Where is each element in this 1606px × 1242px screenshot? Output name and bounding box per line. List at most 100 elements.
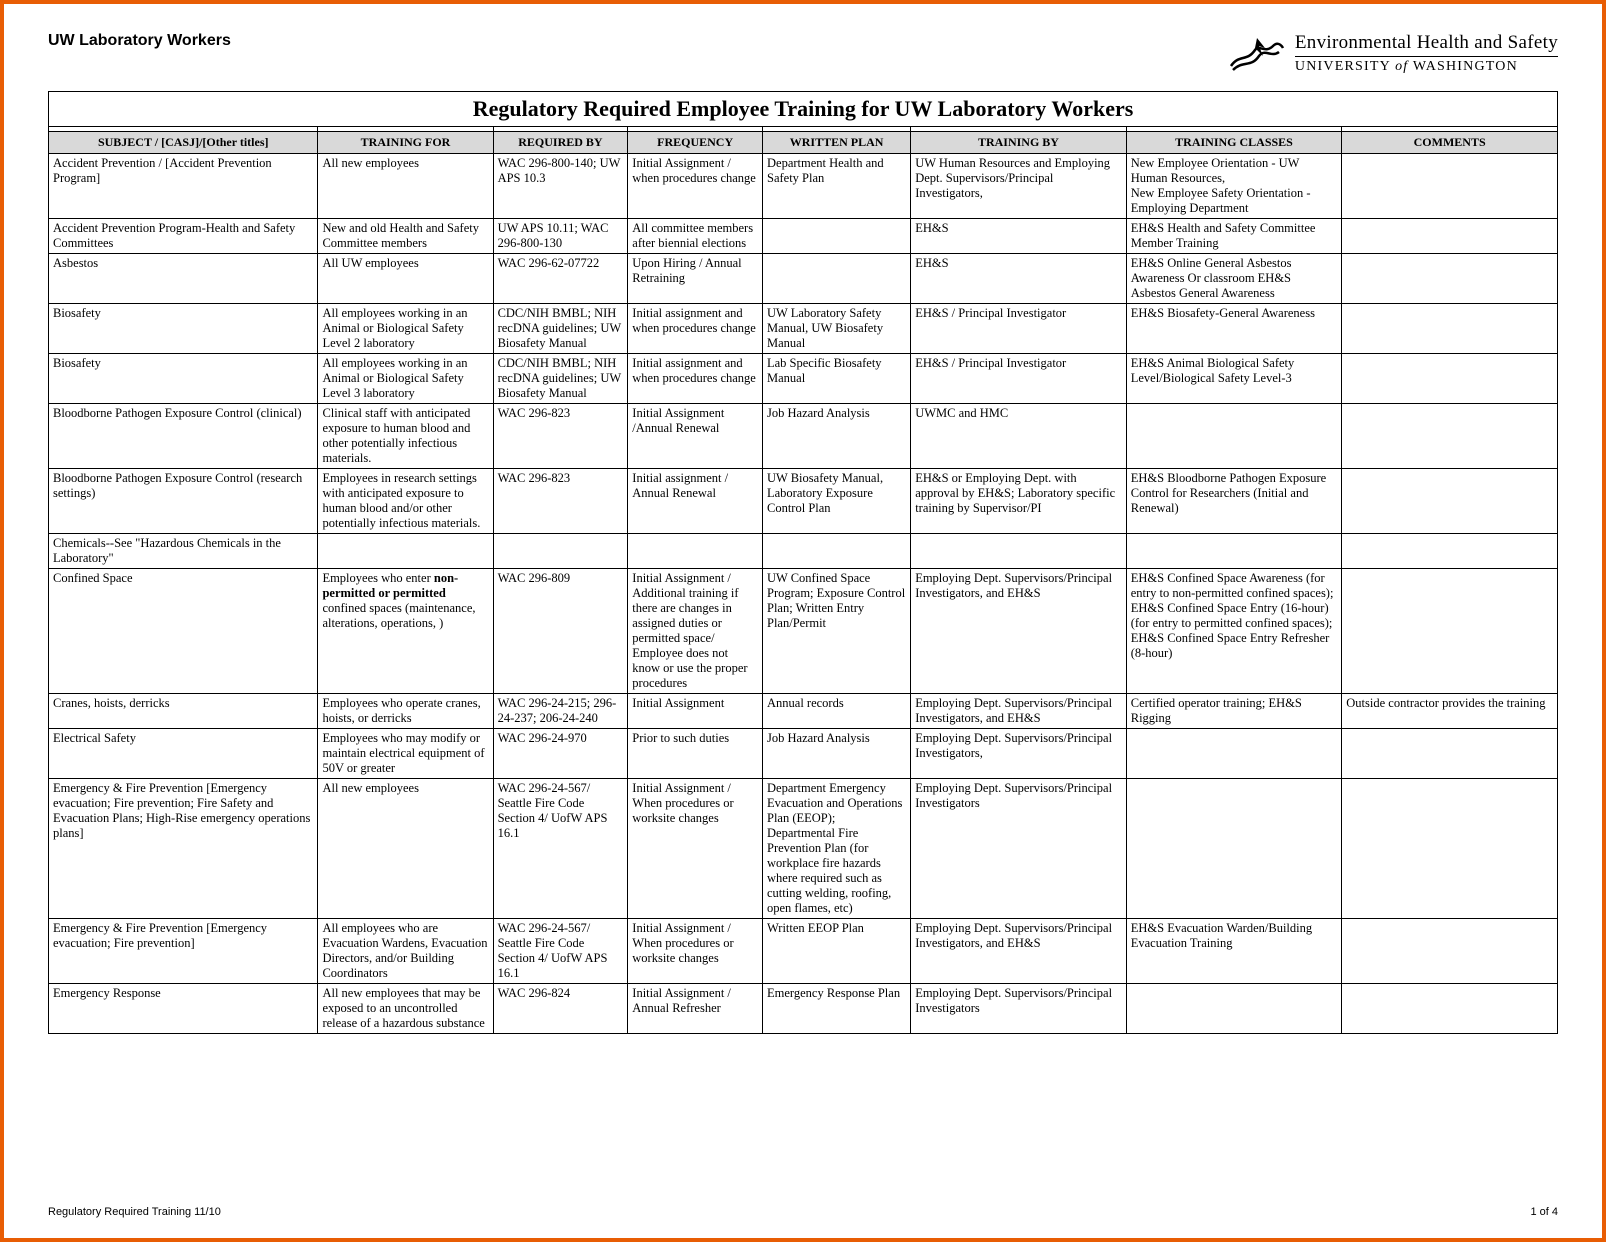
table-cell — [911, 534, 1127, 569]
table-cell: Initial Assignment / When procedures or … — [628, 919, 763, 984]
table-cell — [1126, 729, 1342, 779]
table-cell: Lab Specific Biosafety Manual — [763, 354, 911, 404]
table-cell: EH&S Confined Space Awareness (for entry… — [1126, 569, 1342, 694]
table-cell: New Employee Orientation - UW Human Reso… — [1126, 154, 1342, 219]
table-cell: Emergency Response — [49, 984, 318, 1034]
table-cell: Employing Dept. Supervisors/Principal In… — [911, 984, 1127, 1034]
table-cell: Confined Space — [49, 569, 318, 694]
table-cell: WAC 296-24-215; 296-24-237; 206-24-240 — [493, 694, 628, 729]
table-cell: Initial Assignment — [628, 694, 763, 729]
table-cell: Written EEOP Plan — [763, 919, 911, 984]
table-row: Chemicals--See "Hazardous Chemicals in t… — [49, 534, 1558, 569]
table-cell — [1126, 534, 1342, 569]
table-title-row: Regulatory Required Employee Training fo… — [49, 92, 1558, 127]
doc-title-left: UW Laboratory Workers — [48, 32, 231, 50]
table-cell: All employees working in an Animal or Bi… — [318, 354, 493, 404]
table-cell — [318, 534, 493, 569]
table-cell: Clinical staff with anticipated exposure… — [318, 404, 493, 469]
table-cell: Initial Assignment / Annual Refresher — [628, 984, 763, 1034]
column-header: REQUIRED BY — [493, 132, 628, 154]
table-row: Bloodborne Pathogen Exposure Control (cl… — [49, 404, 1558, 469]
table-cell: WAC 296-800-140; UW APS 10.3 — [493, 154, 628, 219]
table-cell — [1342, 779, 1558, 919]
table-cell — [1126, 404, 1342, 469]
column-header: WRITTEN PLAN — [763, 132, 911, 154]
table-cell — [493, 534, 628, 569]
column-header: TRAINING CLASSES — [1126, 132, 1342, 154]
table-cell: UW Confined Space Program; Exposure Cont… — [763, 569, 911, 694]
org-line2: UNIVERSITY of WASHINGTON — [1295, 59, 1558, 75]
table-cell: Certified operator training; EH&S Riggin… — [1126, 694, 1342, 729]
table-cell: Job Hazard Analysis — [763, 729, 911, 779]
table-cell: Employing Dept. Supervisors/Principal In… — [911, 569, 1127, 694]
table-cell: Accident Prevention Program-Health and S… — [49, 219, 318, 254]
org-text: Environmental Health and Safety UNIVERSI… — [1295, 32, 1558, 75]
training-table: Regulatory Required Employee Training fo… — [48, 91, 1558, 1034]
table-row: Accident Prevention Program-Health and S… — [49, 219, 1558, 254]
table-row: Emergency & Fire Prevention [Emergency e… — [49, 919, 1558, 984]
column-header: TRAINING FOR — [318, 132, 493, 154]
table-cell: All employees who are Evacuation Wardens… — [318, 919, 493, 984]
table-cell: WAC 296-823 — [493, 469, 628, 534]
table-cell: CDC/NIH BMBL; NIH recDNA guidelines; UW … — [493, 354, 628, 404]
table-cell: UWMC and HMC — [911, 404, 1127, 469]
table-cell: Electrical Safety — [49, 729, 318, 779]
table-cell — [763, 219, 911, 254]
table-cell: EH&S Evacuation Warden/Building Evacuati… — [1126, 919, 1342, 984]
column-header: FREQUENCY — [628, 132, 763, 154]
table-row: Emergency & Fire Prevention [Emergency e… — [49, 779, 1558, 919]
footer-right: 1 of 4 — [1530, 1206, 1558, 1218]
table-cell: EH&S or Employing Dept. with approval by… — [911, 469, 1127, 534]
table-cell: Employees who enter non-permitted or per… — [318, 569, 493, 694]
table-cell — [1342, 534, 1558, 569]
column-header: COMMENTS — [1342, 132, 1558, 154]
table-cell: WAC 296-62-07722 — [493, 254, 628, 304]
table-cell: Initial Assignment / Additional training… — [628, 569, 763, 694]
table-cell: Employees who may modify or maintain ele… — [318, 729, 493, 779]
table-cell: UW APS 10.11; WAC 296-800-130 — [493, 219, 628, 254]
table-cell: UW Human Resources and Employing Dept. S… — [911, 154, 1127, 219]
table-cell — [1342, 219, 1558, 254]
table-cell: Bloodborne Pathogen Exposure Control (cl… — [49, 404, 318, 469]
table-cell: Annual records — [763, 694, 911, 729]
table-cell: WAC 296-24-567/ Seattle Fire Code Sectio… — [493, 779, 628, 919]
table-cell — [1342, 984, 1558, 1034]
page-footer: Regulatory Required Training 11/10 1 of … — [48, 1206, 1558, 1218]
table-cell: EH&S Bloodborne Pathogen Exposure Contro… — [1126, 469, 1342, 534]
table-cell: Accident Prevention / [Accident Preventi… — [49, 154, 318, 219]
table-row: Accident Prevention / [Accident Preventi… — [49, 154, 1558, 219]
table-header-row: SUBJECT / [CASJ]/[Other titles]TRAINING … — [49, 132, 1558, 154]
table-cell: Department Health and Safety Plan — [763, 154, 911, 219]
table-row: Cranes, hoists, derricksEmployees who op… — [49, 694, 1558, 729]
table-cell: WAC 296-24-970 — [493, 729, 628, 779]
table-cell: Department Emergency Evacuation and Oper… — [763, 779, 911, 919]
column-header: SUBJECT / [CASJ]/[Other titles] — [49, 132, 318, 154]
table-cell: All employees working in an Animal or Bi… — [318, 304, 493, 354]
table-cell: Upon Hiring / Annual Retraining — [628, 254, 763, 304]
page-header: UW Laboratory Workers Environmental Heal… — [48, 32, 1558, 75]
table-cell: EH&S / Principal Investigator — [911, 304, 1127, 354]
table-cell: Job Hazard Analysis — [763, 404, 911, 469]
table-cell — [1342, 354, 1558, 404]
table-cell: Initial Assignment / when procedures cha… — [628, 154, 763, 219]
table-cell: Biosafety — [49, 304, 318, 354]
table-cell: All new employees — [318, 779, 493, 919]
org-logo-icon — [1229, 34, 1285, 74]
table-cell — [1342, 569, 1558, 694]
table-cell: WAC 296-24-567/ Seattle Fire Code Sectio… — [493, 919, 628, 984]
table-cell — [1126, 779, 1342, 919]
table-title: Regulatory Required Employee Training fo… — [49, 92, 1558, 127]
table-cell: Employing Dept. Supervisors/Principal In… — [911, 779, 1127, 919]
footer-left: Regulatory Required Training 11/10 — [48, 1206, 221, 1218]
table-cell: Emergency & Fire Prevention [Emergency e… — [49, 919, 318, 984]
table-cell: Emergency & Fire Prevention [Emergency e… — [49, 779, 318, 919]
table-cell: Initial Assignment / When procedures or … — [628, 779, 763, 919]
table-cell: CDC/NIH BMBL; NIH recDNA guidelines; UW … — [493, 304, 628, 354]
table-cell: Employing Dept. Supervisors/Principal In… — [911, 694, 1127, 729]
table-cell: Employees who operate cranes, hoists, or… — [318, 694, 493, 729]
table-cell: Asbestos — [49, 254, 318, 304]
table-cell: Prior to such duties — [628, 729, 763, 779]
table-cell: UW Biosafety Manual, Laboratory Exposure… — [763, 469, 911, 534]
table-row: Confined SpaceEmployees who enter non-pe… — [49, 569, 1558, 694]
table-cell: WAC 296-823 — [493, 404, 628, 469]
